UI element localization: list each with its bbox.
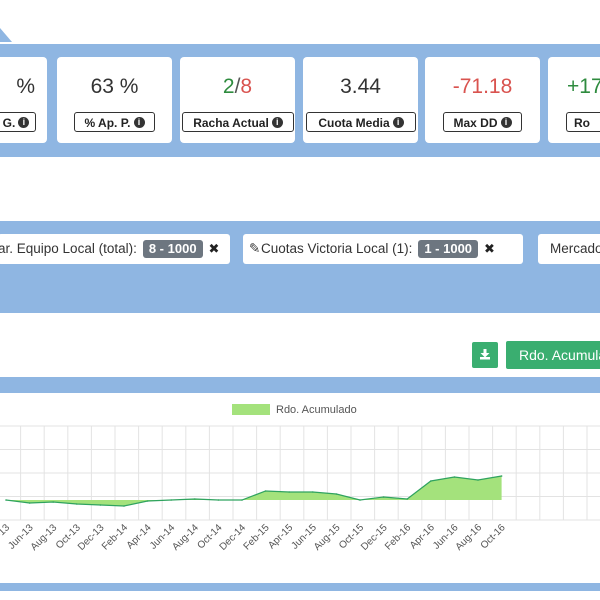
filter-chip-market[interactable]: Mercado — [538, 234, 600, 264]
stat-label-button[interactable]: % Ap. P. i — [74, 112, 155, 132]
data-point — [264, 490, 267, 492]
data-point — [382, 496, 385, 498]
data-point — [52, 501, 54, 503]
stat-card-roi: +17 Ro — [548, 57, 600, 143]
data-point — [288, 491, 291, 493]
x-tick-label: Aug-16 — [454, 522, 485, 553]
stat-value: 3.44 — [340, 75, 381, 98]
filter-value-badge: 8 - 1000 — [142, 240, 203, 258]
x-tick-label: Feb-16 — [383, 522, 413, 552]
stat-label-button[interactable]: Cuota Media i — [306, 112, 416, 132]
stat-card-avg-odds: 3.44 Cuota Media i — [303, 57, 418, 143]
chart-band — [0, 377, 600, 393]
x-tick-label: Oct-16 — [479, 522, 508, 551]
chart-band-bottom — [0, 583, 600, 591]
stat-value: % — [16, 75, 35, 98]
cumulative-result-chart: Rdo. AcumuladoApr-13Jun-13Aug-13Oct-13De… — [0, 404, 600, 553]
stat-card-profit-pct: % G. i — [0, 57, 47, 143]
data-point — [500, 475, 503, 477]
stat-value: 63 % — [90, 75, 139, 98]
filter-chip-home-team[interactable]: ar. Equipo Local (total): 8 - 1000 ✖ — [0, 234, 230, 264]
download-button[interactable] — [472, 342, 498, 368]
chart-series-button[interactable]: Rdo. Acumula — [506, 341, 600, 369]
stat-label-text: Cuota Media — [318, 116, 390, 130]
filter-value-badge: 1 - 1000 — [418, 240, 479, 258]
data-point — [170, 499, 172, 501]
info-icon: i — [133, 117, 145, 129]
stat-label-button[interactable]: Ro — [566, 112, 600, 132]
close-icon[interactable]: ✖ — [208, 241, 220, 256]
info-icon: i — [500, 117, 512, 129]
streak-separator: / — [234, 75, 241, 98]
filter-label: Mercado — [550, 241, 600, 256]
filter-label: Cuotas Victoria Local (1): — [261, 241, 413, 256]
data-point — [123, 505, 125, 507]
data-point — [241, 499, 243, 501]
stat-value: +17 — [567, 75, 600, 98]
legend-label: Rdo. Acumulado — [276, 404, 357, 416]
x-tick-label: Feb-14 — [100, 522, 130, 552]
stat-label-button[interactable]: Max DD i — [443, 112, 522, 132]
stat-card-current-streak: 2/8 Racha Actual i — [180, 57, 295, 143]
data-point — [406, 498, 409, 500]
stat-label-text: G. — [2, 116, 16, 130]
x-tick-label: Aug-15 — [312, 522, 343, 553]
info-icon: i — [392, 117, 404, 129]
data-point — [28, 502, 31, 504]
stat-label-text: Ro — [574, 116, 590, 130]
data-point — [335, 493, 338, 495]
legend-swatch — [232, 404, 270, 415]
data-point — [194, 498, 196, 500]
pencil-icon[interactable]: ✎ — [249, 241, 261, 256]
x-tick-label: Aug-14 — [170, 522, 201, 553]
x-tick-label: Feb-15 — [242, 522, 272, 552]
data-point — [477, 479, 479, 481]
data-point — [217, 499, 220, 501]
series-area — [6, 476, 502, 506]
stat-label-text: Max DD — [453, 116, 498, 130]
stat-label-text: % Ap. P. — [84, 116, 131, 130]
streak-total: 8 — [240, 75, 253, 98]
filter-chip-home-odds[interactable]: ✎ Cuotas Victoria Local (1): 1 - 1000 ✖ — [243, 234, 523, 264]
stat-card-hit-rate: 63 % % Ap. P. i — [57, 57, 172, 143]
stat-card-max-dd: -71.18 Max DD i — [425, 57, 540, 143]
x-tick-label: Aug-13 — [29, 522, 60, 553]
data-point — [359, 499, 361, 501]
stat-value: -71.18 — [452, 75, 513, 98]
stat-label-button[interactable]: Racha Actual i — [182, 112, 294, 132]
data-point — [99, 504, 102, 506]
info-icon: i — [18, 117, 30, 129]
data-point — [76, 503, 78, 505]
stat-label-button[interactable]: G. i — [0, 112, 36, 132]
chart-series-button-label: Rdo. Acumula — [519, 347, 600, 363]
data-point — [146, 500, 149, 502]
stat-value: 2/8 — [180, 75, 295, 99]
streak-wins: 2 — [222, 75, 235, 98]
data-point — [430, 480, 432, 482]
data-point — [312, 491, 314, 493]
stat-label-text: Racha Actual — [193, 116, 269, 130]
data-point — [453, 476, 456, 478]
series-line — [5, 475, 502, 507]
filter-label: ar. Equipo Local (total): — [0, 241, 137, 256]
info-icon: i — [271, 117, 283, 129]
corner-arrow-icon — [0, 28, 12, 42]
download-icon — [480, 349, 490, 360]
close-icon[interactable]: ✖ — [484, 241, 495, 256]
data-point — [5, 499, 7, 501]
